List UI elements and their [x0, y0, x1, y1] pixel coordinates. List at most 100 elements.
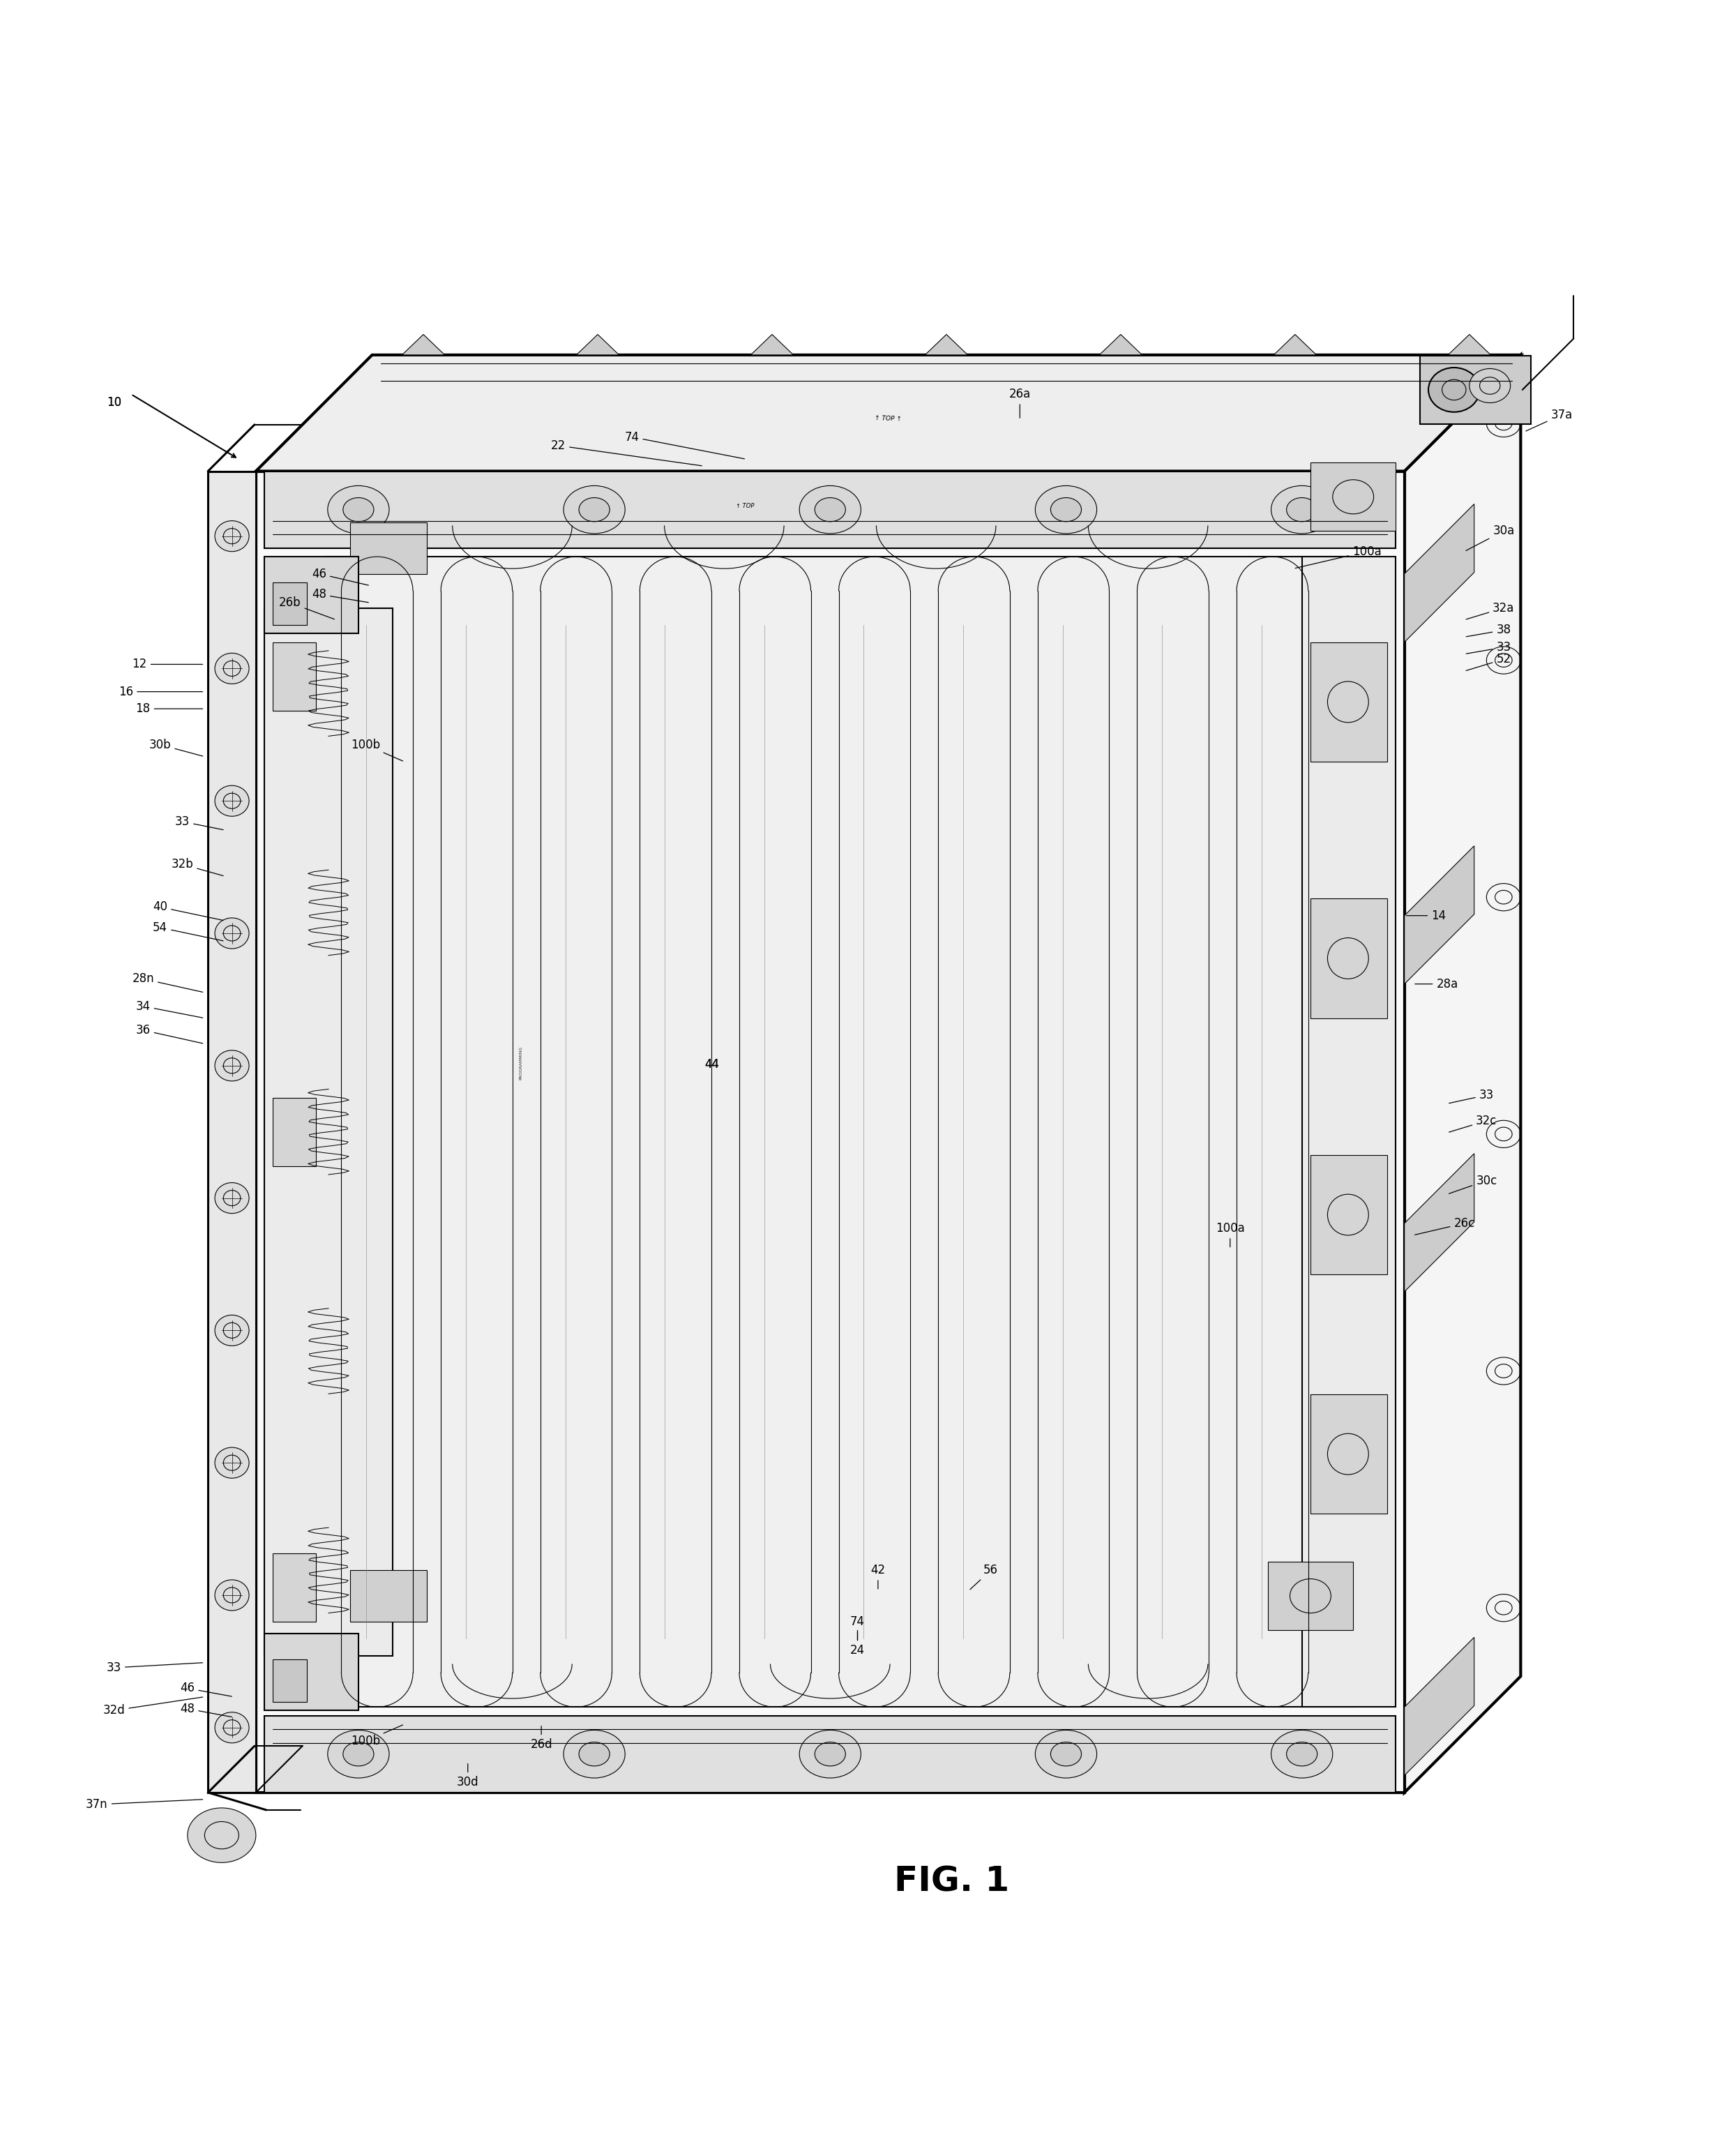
Text: 10: 10: [106, 397, 122, 410]
Polygon shape: [1447, 334, 1490, 356]
Ellipse shape: [799, 1729, 861, 1779]
Text: 48: 48: [180, 1703, 232, 1716]
Polygon shape: [1405, 1636, 1475, 1774]
Polygon shape: [1405, 845, 1475, 983]
Text: 32b: 32b: [172, 858, 223, 875]
Ellipse shape: [214, 522, 249, 552]
Ellipse shape: [187, 1809, 256, 1863]
Text: 74: 74: [624, 431, 744, 459]
Text: 26a: 26a: [1008, 388, 1031, 418]
Ellipse shape: [1051, 1742, 1082, 1766]
Text: 46: 46: [180, 1682, 232, 1697]
Text: 38: 38: [1466, 623, 1511, 636]
Text: 44: 44: [705, 1059, 720, 1072]
Ellipse shape: [214, 918, 249, 949]
Ellipse shape: [1051, 498, 1082, 522]
Text: 37a: 37a: [1526, 407, 1573, 431]
Bar: [264, 608, 393, 1656]
Text: 22: 22: [551, 440, 701, 466]
Ellipse shape: [214, 785, 249, 817]
Ellipse shape: [1286, 1742, 1317, 1766]
Text: 36: 36: [135, 1024, 202, 1044]
Polygon shape: [1274, 334, 1317, 356]
Text: 52: 52: [1466, 653, 1511, 671]
Bar: [273, 1552, 316, 1621]
Bar: [256, 472, 1405, 1792]
Bar: [350, 1570, 427, 1621]
Bar: [1310, 464, 1396, 530]
Ellipse shape: [214, 653, 249, 683]
Text: 28a: 28a: [1415, 977, 1458, 990]
Text: 56: 56: [971, 1563, 998, 1589]
Bar: [264, 1716, 1396, 1792]
Ellipse shape: [343, 498, 374, 522]
Text: 100a: 100a: [1295, 545, 1381, 569]
Text: 44: 44: [705, 1059, 720, 1072]
Text: ↑ TOP: ↑ TOP: [736, 502, 755, 509]
Text: 26b: 26b: [280, 597, 334, 619]
Bar: [1310, 642, 1387, 761]
Text: 48: 48: [312, 589, 369, 602]
Text: 16: 16: [118, 686, 202, 699]
Text: 30a: 30a: [1466, 524, 1514, 550]
Polygon shape: [751, 334, 794, 356]
Text: 32d: 32d: [103, 1697, 202, 1716]
Text: 40: 40: [153, 901, 223, 921]
Ellipse shape: [1036, 1729, 1098, 1779]
Polygon shape: [576, 334, 619, 356]
Ellipse shape: [580, 498, 609, 522]
Polygon shape: [401, 334, 444, 356]
Text: 33: 33: [1466, 640, 1511, 653]
Bar: [264, 556, 358, 634]
Ellipse shape: [1271, 485, 1333, 533]
Ellipse shape: [1286, 498, 1317, 522]
Ellipse shape: [564, 1729, 624, 1779]
Ellipse shape: [1429, 367, 1480, 412]
Text: 30b: 30b: [149, 737, 202, 757]
Polygon shape: [256, 356, 1521, 472]
Ellipse shape: [214, 1580, 249, 1611]
Polygon shape: [1405, 356, 1521, 1792]
Text: 46: 46: [312, 567, 369, 584]
Ellipse shape: [799, 485, 861, 533]
Ellipse shape: [214, 1712, 249, 1742]
Text: 24: 24: [851, 1630, 864, 1658]
Text: FIG. 1: FIG. 1: [894, 1865, 1008, 1897]
Bar: [1310, 899, 1387, 1018]
Text: ↑ TOP ↑: ↑ TOP ↑: [875, 416, 902, 423]
Text: 100a: 100a: [1216, 1222, 1245, 1246]
Text: 74: 74: [851, 1615, 864, 1641]
Bar: [273, 1097, 316, 1166]
Ellipse shape: [214, 1447, 249, 1479]
Bar: [350, 522, 427, 573]
Bar: [264, 1634, 358, 1710]
Text: 42: 42: [871, 1563, 885, 1589]
Ellipse shape: [564, 485, 624, 533]
Bar: [208, 472, 256, 1792]
Text: 30c: 30c: [1449, 1175, 1497, 1194]
Polygon shape: [1405, 1153, 1475, 1291]
Ellipse shape: [580, 1742, 609, 1766]
Bar: [273, 642, 316, 711]
Bar: [273, 582, 307, 625]
Ellipse shape: [343, 1742, 374, 1766]
Text: 26c: 26c: [1415, 1216, 1475, 1235]
Ellipse shape: [815, 498, 845, 522]
Text: 37n: 37n: [86, 1798, 202, 1811]
Text: 14: 14: [1406, 910, 1446, 923]
Text: 30d: 30d: [456, 1764, 478, 1789]
Bar: [1310, 1156, 1387, 1274]
Polygon shape: [1099, 334, 1142, 356]
Text: 33: 33: [106, 1662, 202, 1673]
Text: 34: 34: [135, 1000, 202, 1018]
Text: 28n: 28n: [132, 972, 202, 992]
Polygon shape: [924, 334, 967, 356]
Text: 26d: 26d: [530, 1727, 552, 1751]
Ellipse shape: [214, 1050, 249, 1080]
Text: 12: 12: [132, 658, 202, 671]
Bar: [1302, 556, 1396, 1708]
Bar: [1310, 1395, 1387, 1514]
Ellipse shape: [815, 1742, 845, 1766]
Text: 33: 33: [1449, 1089, 1494, 1104]
Text: 18: 18: [135, 703, 202, 716]
